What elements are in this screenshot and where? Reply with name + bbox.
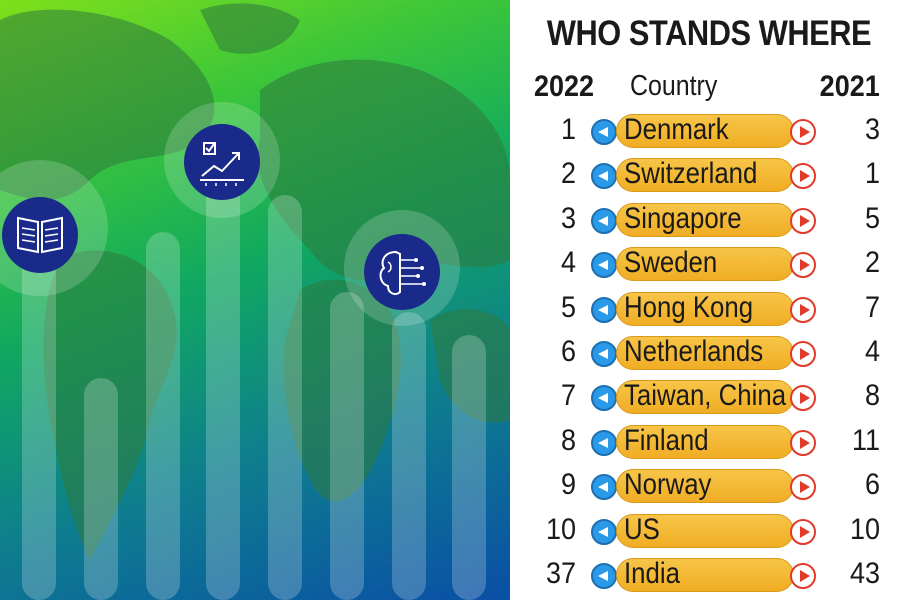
- right-arrow-icon: [790, 252, 816, 279]
- country-pill: [616, 558, 794, 592]
- right-arrow-icon: [790, 518, 816, 545]
- country-cell: Taiwan, China: [624, 379, 787, 413]
- country-cell: US: [624, 512, 660, 546]
- rank-2021-cell: 5: [864, 201, 880, 235]
- table-row: 10 US 10: [518, 510, 900, 554]
- rank-2022-cell: 8: [560, 423, 576, 457]
- right-arrow-icon: [790, 563, 816, 589]
- map-background: [0, 3, 510, 600]
- country-pill: [616, 247, 794, 282]
- ranking-table: WHO STANDS WHERE 2022 Country 2021 1 Denm…: [518, 0, 900, 600]
- country-cell: Sweden: [624, 246, 718, 280]
- table-row: 8 Finland 11: [518, 421, 900, 465]
- country-cell: Denmark: [624, 113, 729, 146]
- country-cell: Hong Kong: [624, 290, 754, 324]
- country-cell: India: [624, 557, 680, 590]
- rank-2021-cell: 3: [864, 113, 880, 146]
- left-arrow-icon: [591, 563, 617, 589]
- rank-2022-cell: 10: [545, 512, 576, 546]
- country-pill: [616, 469, 794, 504]
- rank-2022-cell: 1: [560, 113, 576, 146]
- rank-2022-cell: 9: [560, 468, 576, 502]
- country-cell: Norway: [624, 468, 712, 502]
- country-pill: [616, 158, 794, 193]
- right-arrow-icon: [790, 385, 816, 412]
- left-arrow-icon: [591, 296, 617, 323]
- rank-2021-cell: 7: [864, 290, 880, 324]
- left-arrow-icon: [591, 163, 617, 190]
- rank-2022-cell: 4: [560, 246, 576, 280]
- rank-2022-cell: 3: [560, 201, 576, 235]
- continents: [0, 3, 510, 561]
- rank-2022-cell: 6: [560, 335, 576, 368]
- right-arrow-icon: [790, 163, 816, 190]
- country-cell: Netherlands: [624, 335, 764, 368]
- country-cell: Singapore: [624, 201, 742, 235]
- country-pill: [616, 291, 794, 326]
- rank-2021-cell: 10: [849, 512, 880, 546]
- rank-2022-cell: 7: [560, 379, 576, 413]
- column-header-2021: 2021: [819, 70, 880, 103]
- rank-2021-cell: 2: [864, 246, 880, 280]
- left-arrow-icon: [591, 341, 617, 367]
- table-row: 2 Switzerland 1: [518, 154, 900, 198]
- rank-2021-cell: 8: [864, 379, 880, 413]
- right-arrow-icon: [790, 296, 816, 323]
- left-arrow-icon: [591, 474, 617, 501]
- left-arrow-icon: [591, 252, 617, 279]
- right-arrow-icon: [790, 207, 816, 234]
- rank-2021-cell: 6: [864, 468, 880, 502]
- table-row: 9 Norway 6: [518, 465, 900, 509]
- country-pill: [616, 424, 794, 459]
- table-row: 37 India 43: [518, 554, 900, 598]
- left-arrow-icon: [591, 119, 617, 145]
- country-pill: [616, 513, 794, 548]
- rank-2021-cell: 4: [864, 335, 880, 368]
- rank-2021-cell: 1: [864, 157, 880, 191]
- rank-2021-cell: 11: [851, 423, 880, 457]
- left-arrow-icon: [591, 518, 617, 545]
- table-row: 6 Netherlands 4: [518, 332, 900, 376]
- country-cell: Finland: [624, 423, 709, 457]
- country-pill: [616, 202, 794, 237]
- country-cell: Switzerland: [624, 157, 758, 191]
- book-icon: [2, 197, 78, 273]
- column-header-2022: 2022: [534, 70, 595, 103]
- country-pill: [616, 336, 794, 370]
- left-arrow-icon: [591, 429, 617, 456]
- right-arrow-icon: [790, 474, 816, 501]
- left-arrow-icon: [591, 207, 617, 234]
- column-header-country: Country: [630, 70, 718, 102]
- growth-chart-icon: [184, 124, 260, 200]
- right-arrow-icon: [790, 119, 816, 145]
- rank-2022-cell: 5: [560, 290, 576, 324]
- left-arrow-icon: [591, 385, 617, 412]
- rank-2021-cell: 43: [849, 557, 880, 590]
- table-row: 7 Taiwan, China 8: [518, 376, 900, 420]
- panel-separator: [510, 0, 518, 600]
- world-map-illustration: [0, 0, 510, 600]
- rank-2022-cell: 2: [560, 157, 576, 191]
- table-row: 4 Sweden 2: [518, 243, 900, 287]
- table-row: 5 Hong Kong 7: [518, 288, 900, 332]
- rank-2022-cell: 37: [545, 557, 576, 590]
- table-title: WHO STANDS WHERE: [546, 14, 872, 53]
- table-row: 3 Singapore 5: [518, 199, 900, 243]
- right-arrow-icon: [790, 341, 816, 367]
- right-arrow-icon: [790, 429, 816, 456]
- country-pill: [616, 114, 794, 148]
- decorative-bars: [22, 160, 486, 600]
- table-row: 1 Denmark 3: [518, 110, 900, 154]
- brain-circuit-icon: [364, 234, 440, 310]
